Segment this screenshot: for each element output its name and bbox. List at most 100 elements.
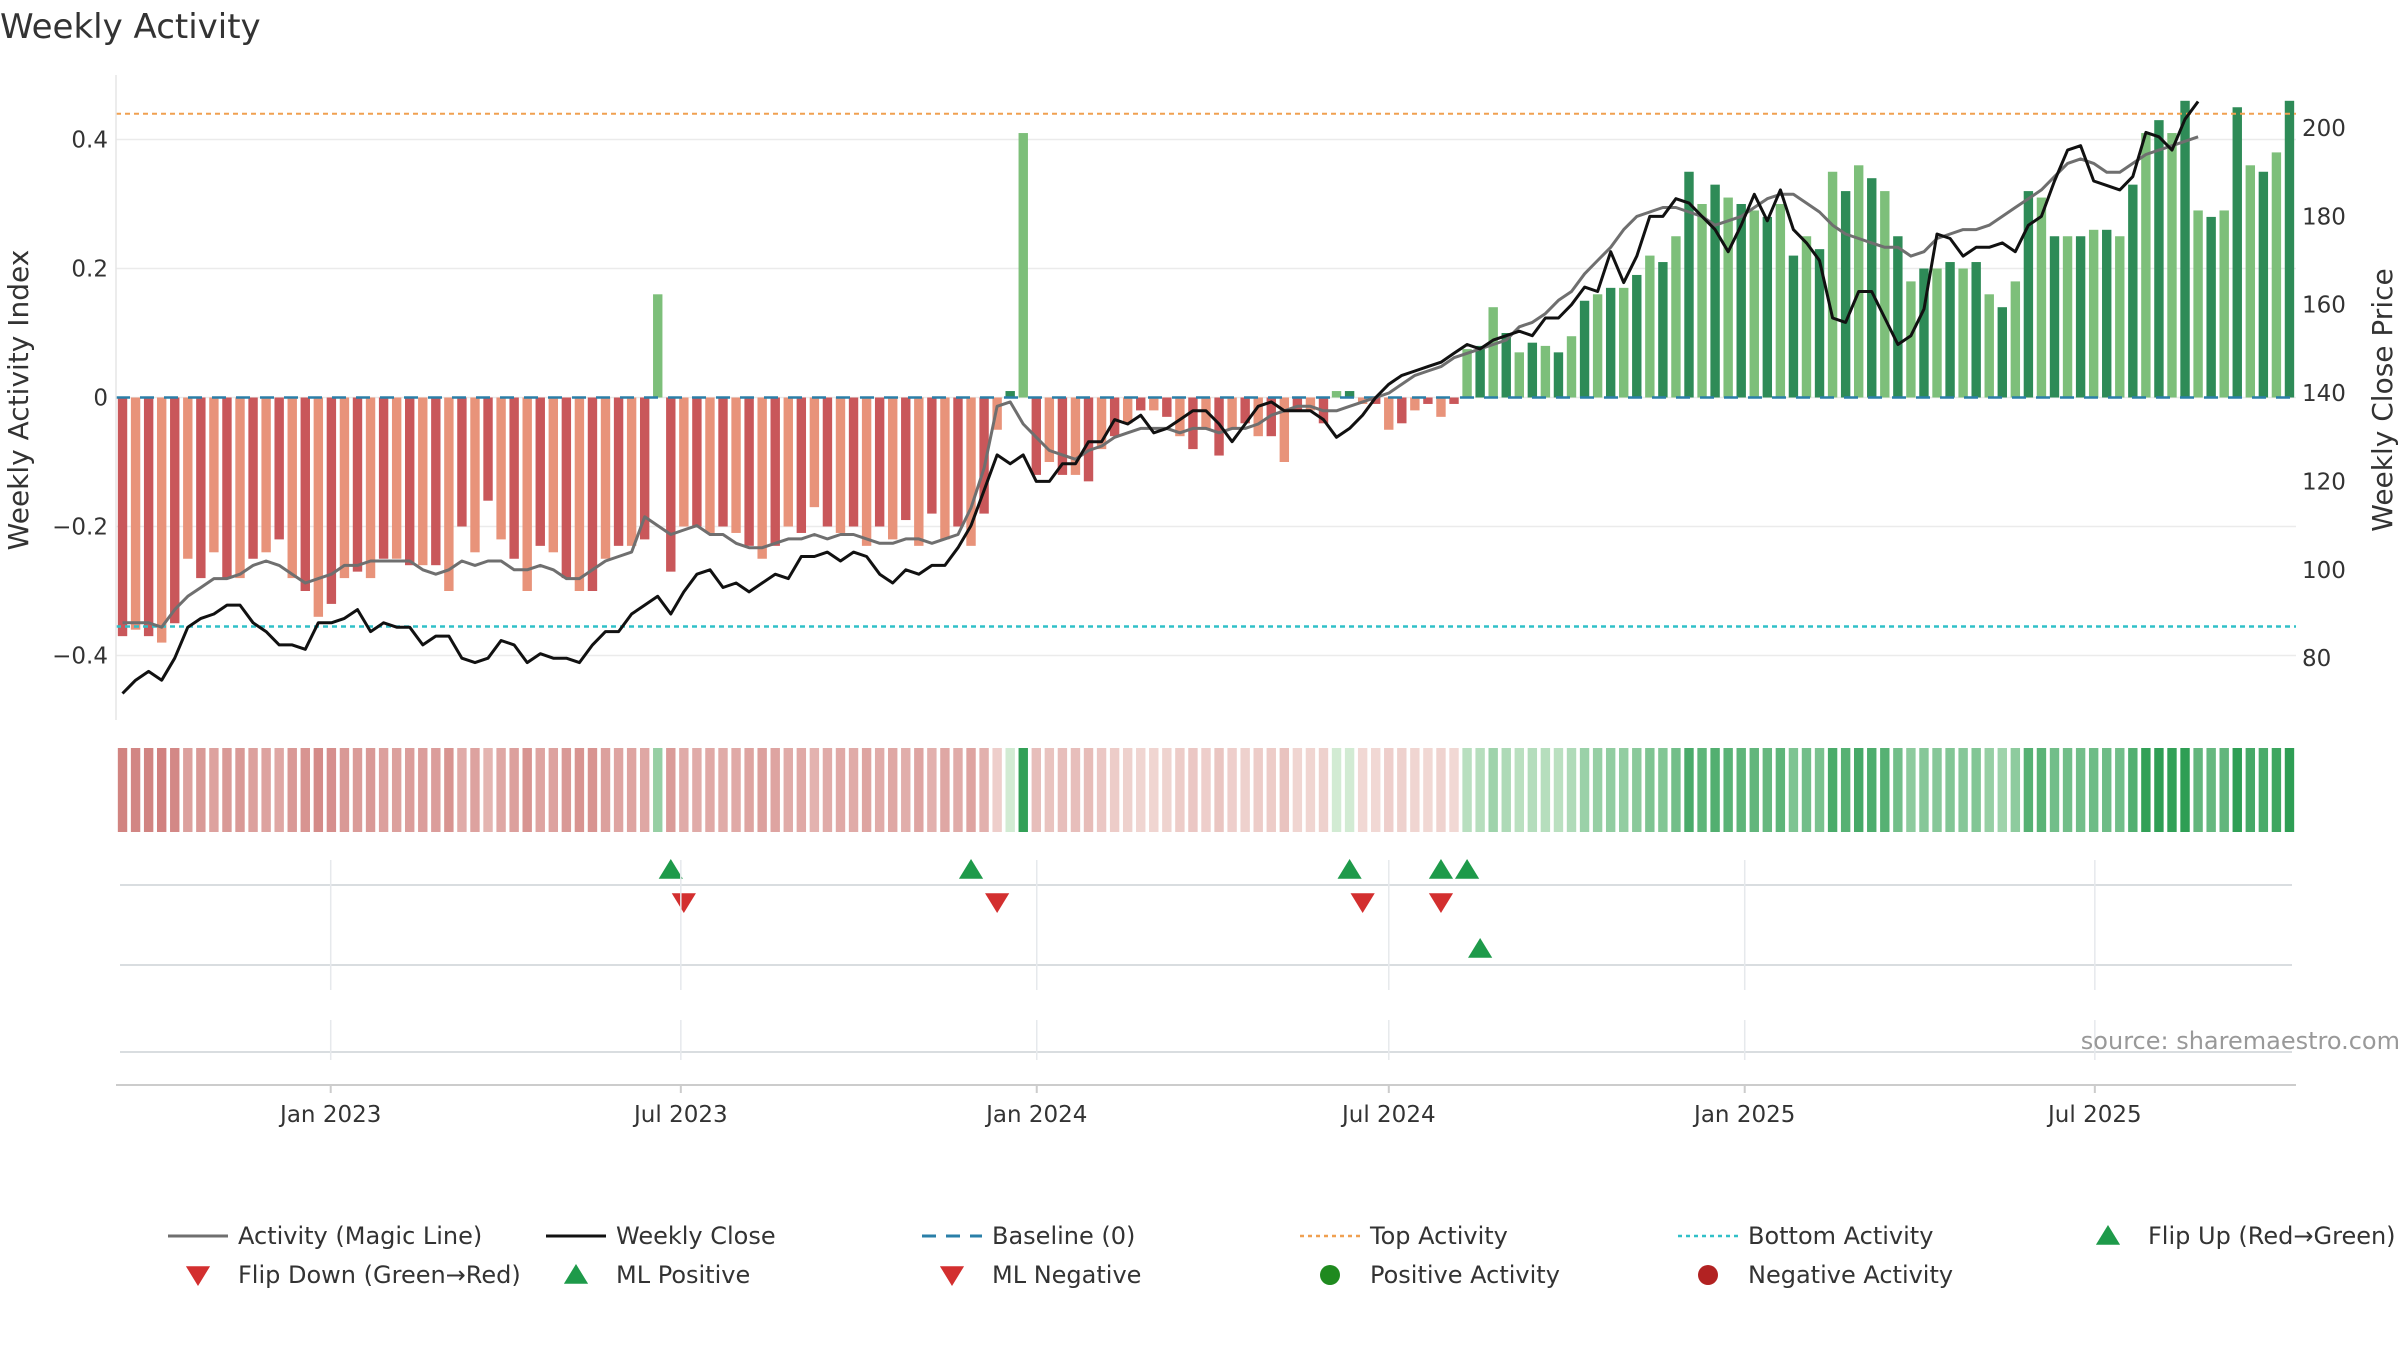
heat-cell [1109,748,1120,832]
heat-cell [300,748,310,832]
heat-cell [1240,748,1250,832]
heat-cell [222,748,232,832]
heat-cell [1501,748,1511,832]
heat-cell [2245,748,2256,832]
activity-bar [418,397,428,566]
heat-cell [2049,748,2060,832]
heat-cell [2128,748,2138,832]
heat-cell [744,748,754,832]
activity-bar [326,397,337,604]
activity-bar [274,397,284,540]
heat-cell [2036,748,2047,832]
activity-bar [1527,342,1538,398]
heat-cell [1514,748,1524,832]
activity-bar [1762,216,1773,398]
activity-bar [170,397,180,624]
activity-bar [2232,107,2242,398]
legend-label: Baseline (0) [992,1222,1135,1250]
activity-bar [705,397,715,533]
legend-label: ML Negative [992,1261,1141,1289]
heat-cell [117,748,128,832]
legend-item: Top Activity [1300,1222,1508,1250]
activity-bar [1122,397,1133,424]
activity-bar [143,397,154,637]
heat-cell [235,748,245,832]
activity-bar [1514,352,1524,398]
x-tick-label: Jan 2025 [1692,1102,1795,1128]
heat-cell [1371,748,1381,832]
y2-tick-label: 140 [2302,381,2346,407]
activity-heat-strip [117,748,2295,832]
activity-bar [1344,391,1355,398]
activity-bar [1801,236,1812,398]
heat-cell [1723,748,1733,832]
activity-bar [2193,210,2203,398]
series-lines [121,100,2200,695]
activity-bar [1736,204,1746,398]
heat-cell [2167,748,2177,832]
heat-cell [1658,748,1668,832]
x-tick-label: Jan 2023 [278,1102,381,1128]
y-tick-label: −0.2 [52,515,108,541]
heat-cell [1619,748,1629,832]
activity-bar [1945,262,1955,398]
activity-bar [2219,210,2229,398]
activity-bar [1827,171,1838,398]
heat-cell [339,748,350,832]
heat-cell [783,748,793,832]
heat-cell [731,748,741,832]
activity-bar [1814,249,1825,398]
chart-title: Weekly Activity [0,7,261,47]
activity-bar [1501,333,1511,398]
activity-bar [535,397,545,546]
heat-cell [940,748,950,832]
heat-cell [352,748,363,832]
legend-swatch [563,1264,589,1284]
heat-cell [274,748,284,832]
activity-bar [117,397,128,637]
heat-cell [1044,748,1055,832]
heat-cell [992,748,1002,832]
heat-cell [1096,748,1107,832]
activity-bar [888,397,898,540]
heat-cell [1605,748,1616,832]
activity-bar [848,397,859,527]
activity-bar [2167,133,2177,398]
activity-bar [757,397,767,559]
heat-cell [1475,748,1485,832]
heat-cell [378,748,389,832]
activity-bar [992,397,1002,430]
heat-cell [679,748,689,832]
heat-cell [770,748,780,832]
heat-cell [1188,748,1198,832]
activity-bar [2102,229,2112,398]
heat-cell [313,748,324,832]
activity-bar [1697,204,1707,398]
activity-bar [431,397,441,566]
heat-cell [1762,748,1773,832]
heat-cell [457,748,467,832]
heat-cell [966,748,976,832]
activity-bar [1658,262,1668,398]
heat-cell [1971,748,1981,832]
heat-cell [1057,748,1068,832]
heat-cell [1566,748,1577,832]
activity-bar [1579,300,1590,398]
x-tick-label: Jan 2024 [984,1102,1087,1128]
activity-bar [1553,352,1564,398]
legend-item: Activity (Magic Line) [168,1222,482,1250]
heat-cell [705,748,715,832]
heat-cell [822,748,833,832]
heat-cell [1919,748,1929,832]
legend-label: Activity (Magic Line) [238,1222,482,1250]
signal-rows [120,859,2292,1053]
heat-cell [1462,748,1472,832]
activity-bar [300,397,310,591]
heat-cell [979,748,989,832]
activity-bar [1958,268,1968,398]
heat-cell [1553,748,1564,832]
legend-item: Negative Activity [1698,1261,1953,1289]
heat-cell [1031,748,1041,832]
y2-tick-label: 120 [2302,469,2346,495]
heat-cell [1149,748,1159,832]
